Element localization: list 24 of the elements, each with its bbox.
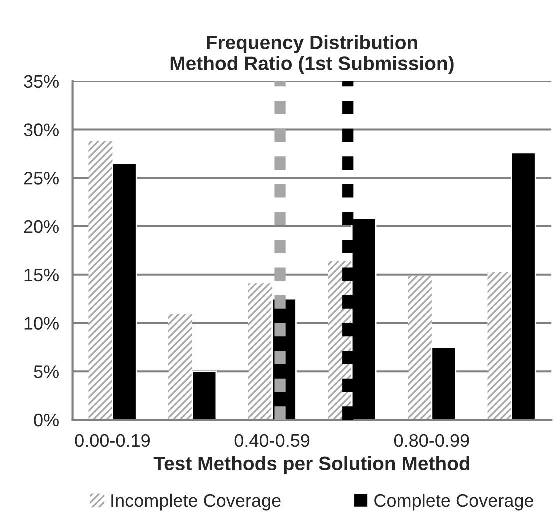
- chart-title: Frequency Distribution Method Ratio (1st Submission): [170, 35, 454, 74]
- y-tick-label: 25%: [24, 172, 59, 185]
- bar: [112, 162, 138, 420]
- x-tick-label: 0.40-0.59: [234, 434, 310, 448]
- y-tick-label: 0%: [34, 414, 59, 427]
- y-tick-label: 30%: [24, 124, 59, 136]
- y-tick-label: 10%: [24, 317, 59, 330]
- y-tick-label: 35%: [24, 75, 59, 88]
- bar: [248, 284, 272, 420]
- x-tick-label: 0.80-0.99: [394, 434, 470, 448]
- legend-label: Incomplete Coverage: [112, 494, 281, 511]
- y-tick-label: 5%: [34, 366, 59, 378]
- bar: [88, 141, 113, 420]
- bar: [511, 152, 536, 420]
- bar: [168, 314, 192, 420]
- y-tick-label: 20%: [24, 220, 59, 234]
- legend-label: Complete Coverage: [374, 494, 534, 511]
- bar: [488, 272, 512, 420]
- x-axis-title: Test Methods per Solution Method: [154, 456, 470, 474]
- bar: [192, 370, 218, 420]
- y-tick-label: 15%: [24, 268, 59, 282]
- bar: [408, 276, 432, 420]
- x-tick-label: 0.00-0.19: [75, 434, 150, 448]
- bar: [431, 346, 457, 420]
